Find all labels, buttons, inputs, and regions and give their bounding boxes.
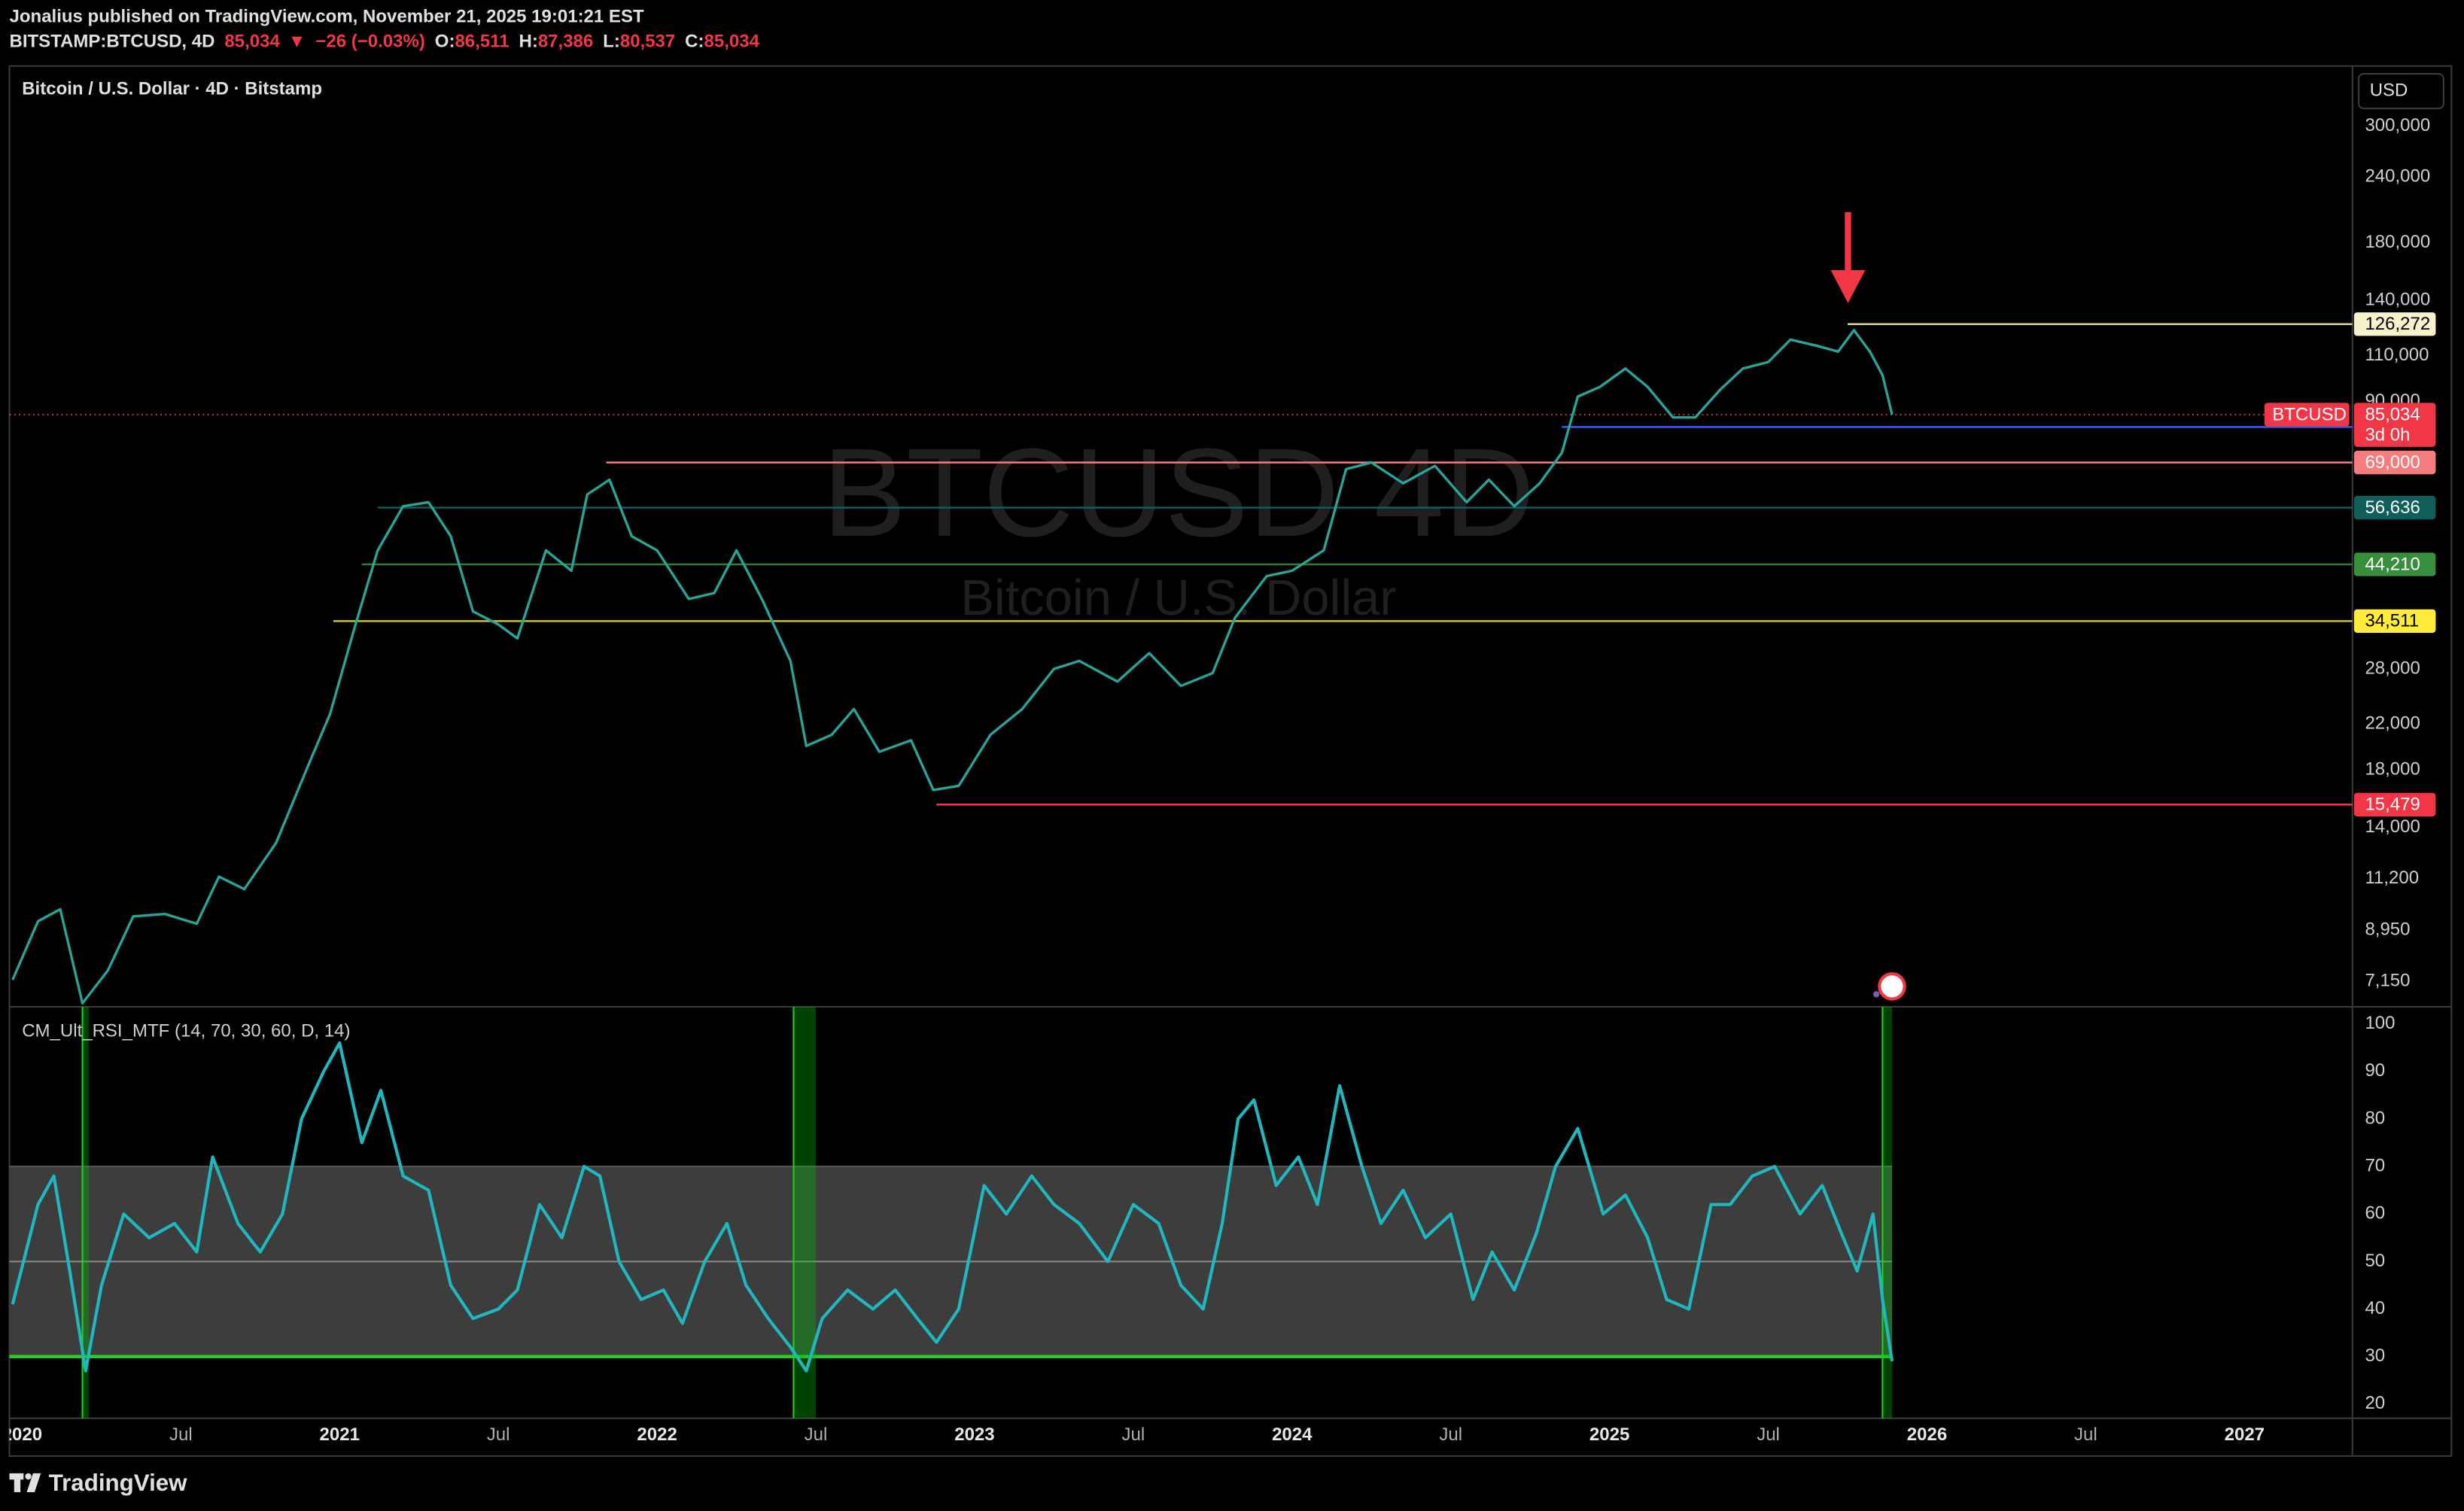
price-legend: Bitcoin / U.S. Dollar · 4D · Bitstamp bbox=[22, 78, 322, 99]
brand: TradingView bbox=[49, 1470, 187, 1496]
watermark: BTCUSD 4D bbox=[823, 423, 1535, 563]
logo-part bbox=[25, 1473, 32, 1480]
level-label: 126,272 bbox=[2365, 314, 2430, 334]
level-label-bg bbox=[2353, 792, 2436, 816]
x-tick-label: 2024 bbox=[1272, 1424, 1313, 1445]
x-tick-label: Jul bbox=[1439, 1424, 1462, 1445]
rsi-pane bbox=[9, 1006, 1894, 1418]
level-label-bg bbox=[2353, 496, 2436, 520]
symbol: BITSTAMP:BTCUSD, 4D bbox=[10, 32, 215, 52]
y-tick-label: 90 bbox=[2365, 1060, 2385, 1081]
symbol-line: BITSTAMP:BTCUSD, 4D 85,034 ▼ −26 (−0.03%… bbox=[10, 32, 760, 52]
change-arrow: ▼ bbox=[288, 32, 306, 52]
level-label-bg bbox=[2353, 552, 2436, 576]
y-tick-label: 20 bbox=[2365, 1393, 2385, 1413]
y-tick-label: 240,000 bbox=[2365, 166, 2430, 187]
series-line bbox=[11, 1041, 1894, 1373]
ohlc-value: 87,386 bbox=[538, 32, 593, 52]
y-tick-label: 7,150 bbox=[2365, 971, 2410, 991]
x-tick-label: Jul bbox=[2074, 1424, 2097, 1445]
publisher-line: Jonalius published on TradingView.com, N… bbox=[10, 6, 644, 26]
level-label: 34,511 bbox=[2365, 611, 2419, 631]
x-tick-label: Jul bbox=[805, 1424, 828, 1445]
level-label-bg bbox=[2353, 450, 2436, 475]
event-icon[interactable] bbox=[1872, 972, 1906, 1001]
last-price-label-bg bbox=[2353, 403, 2436, 447]
y-tick-label: 60 bbox=[2365, 1203, 2385, 1224]
logo-part bbox=[26, 1473, 41, 1492]
y-tick-label: 50 bbox=[2365, 1251, 2385, 1271]
annotation-arrow bbox=[1830, 211, 1866, 303]
level-label: 15,479 bbox=[2365, 795, 2420, 815]
y-tick-label: 140,000 bbox=[2365, 290, 2430, 310]
x-tick-label: Jul bbox=[487, 1424, 510, 1445]
currency[interactable]: USD bbox=[2370, 80, 2408, 100]
x-tick-label: 2022 bbox=[637, 1424, 677, 1445]
series-line bbox=[11, 329, 1894, 1005]
level-label-bg bbox=[2353, 609, 2436, 634]
level-label: 69,000 bbox=[2365, 452, 2420, 473]
x-tick-label: Jul bbox=[1122, 1424, 1145, 1445]
y-tick-label: 30 bbox=[2365, 1345, 2385, 1366]
y-tick-label: 180,000 bbox=[2365, 232, 2430, 252]
y-tick-label: 8,950 bbox=[2365, 919, 2410, 939]
ohlc-key: H: bbox=[519, 32, 537, 52]
ohlc-value: 80,537 bbox=[620, 32, 675, 52]
price: 85,034 bbox=[224, 32, 280, 52]
price-pane: BTCUSD 4D Bitcoin / U.S. Dollar bbox=[9, 323, 2353, 1005]
watermark-subtitle: Bitcoin / U.S. Dollar bbox=[960, 570, 1396, 626]
y-tick-label: 28,000 bbox=[2365, 658, 2420, 678]
ohlc-key: O: bbox=[435, 32, 455, 52]
rsi-legend: CM_Ult_RSI_MTF (14, 70, 30, 60, D, 14) bbox=[22, 1021, 350, 1041]
y-tick-label: 18,000 bbox=[2365, 759, 2420, 780]
signal-band bbox=[82, 1006, 89, 1418]
level-label: 56,636 bbox=[2365, 497, 2420, 518]
level-label: 44,210 bbox=[2365, 554, 2420, 574]
arrow-shaft bbox=[1845, 211, 1851, 275]
y-tick-label: 40 bbox=[2365, 1298, 2385, 1318]
y-tick-label: 80 bbox=[2365, 1108, 2385, 1128]
x-tick-label: Jul bbox=[169, 1424, 193, 1445]
arrow-head bbox=[1830, 270, 1866, 303]
logo-part bbox=[14, 1473, 21, 1492]
y-tick-label: 100 bbox=[2365, 1013, 2395, 1033]
y-tick-label: 300,000 bbox=[2365, 115, 2430, 135]
level-label-bg bbox=[2353, 312, 2436, 336]
countdown-label: 3d 0h bbox=[2365, 425, 2410, 445]
chart-frame bbox=[8, 65, 2453, 1457]
ohlc-key: C: bbox=[685, 32, 704, 52]
x-tick-label: 2023 bbox=[954, 1424, 994, 1445]
ohlc-key: L: bbox=[603, 32, 620, 52]
y-tick-label: 110,000 bbox=[2365, 345, 2429, 365]
y-tick-label: 11,200 bbox=[2365, 868, 2419, 888]
x-tick-label: 2027 bbox=[2225, 1424, 2265, 1445]
symbol-label-bg bbox=[2264, 403, 2350, 427]
ohlc-value: 85,034 bbox=[704, 32, 760, 52]
currency-button[interactable] bbox=[2358, 73, 2444, 110]
brand-logo bbox=[9, 1473, 41, 1492]
symbol-label: BTCUSD bbox=[2272, 404, 2347, 424]
x-tick-label: 2025 bbox=[1589, 1424, 1629, 1445]
y-tick-label: 22,000 bbox=[2365, 713, 2420, 734]
y-tick-label: 14,000 bbox=[2365, 816, 2420, 837]
change: −26 (−0.03%) bbox=[315, 32, 424, 52]
ohlc-value: 86,511 bbox=[455, 32, 509, 52]
event-icon-dot[interactable] bbox=[1872, 991, 1880, 998]
x-tick-label: 2021 bbox=[320, 1424, 360, 1445]
last-price-label: 85,034 bbox=[2365, 404, 2420, 424]
time-axis: 2020 Jul 2021 Jul 2022 Jul 2023 Jul 2024 Jul 2025 J… bbox=[2, 1424, 2265, 1445]
x-tick-label: 2026 bbox=[1907, 1424, 1947, 1445]
x-tick-label: 2020 bbox=[2, 1424, 42, 1445]
event-icon-circle[interactable] bbox=[1878, 972, 1906, 1001]
y-tick-label: 70 bbox=[2365, 1156, 2385, 1176]
x-tick-label: Jul bbox=[1757, 1424, 1780, 1445]
price-axis: 300,000240,000180,000140,000110,00090,00… bbox=[2353, 115, 2436, 1413]
